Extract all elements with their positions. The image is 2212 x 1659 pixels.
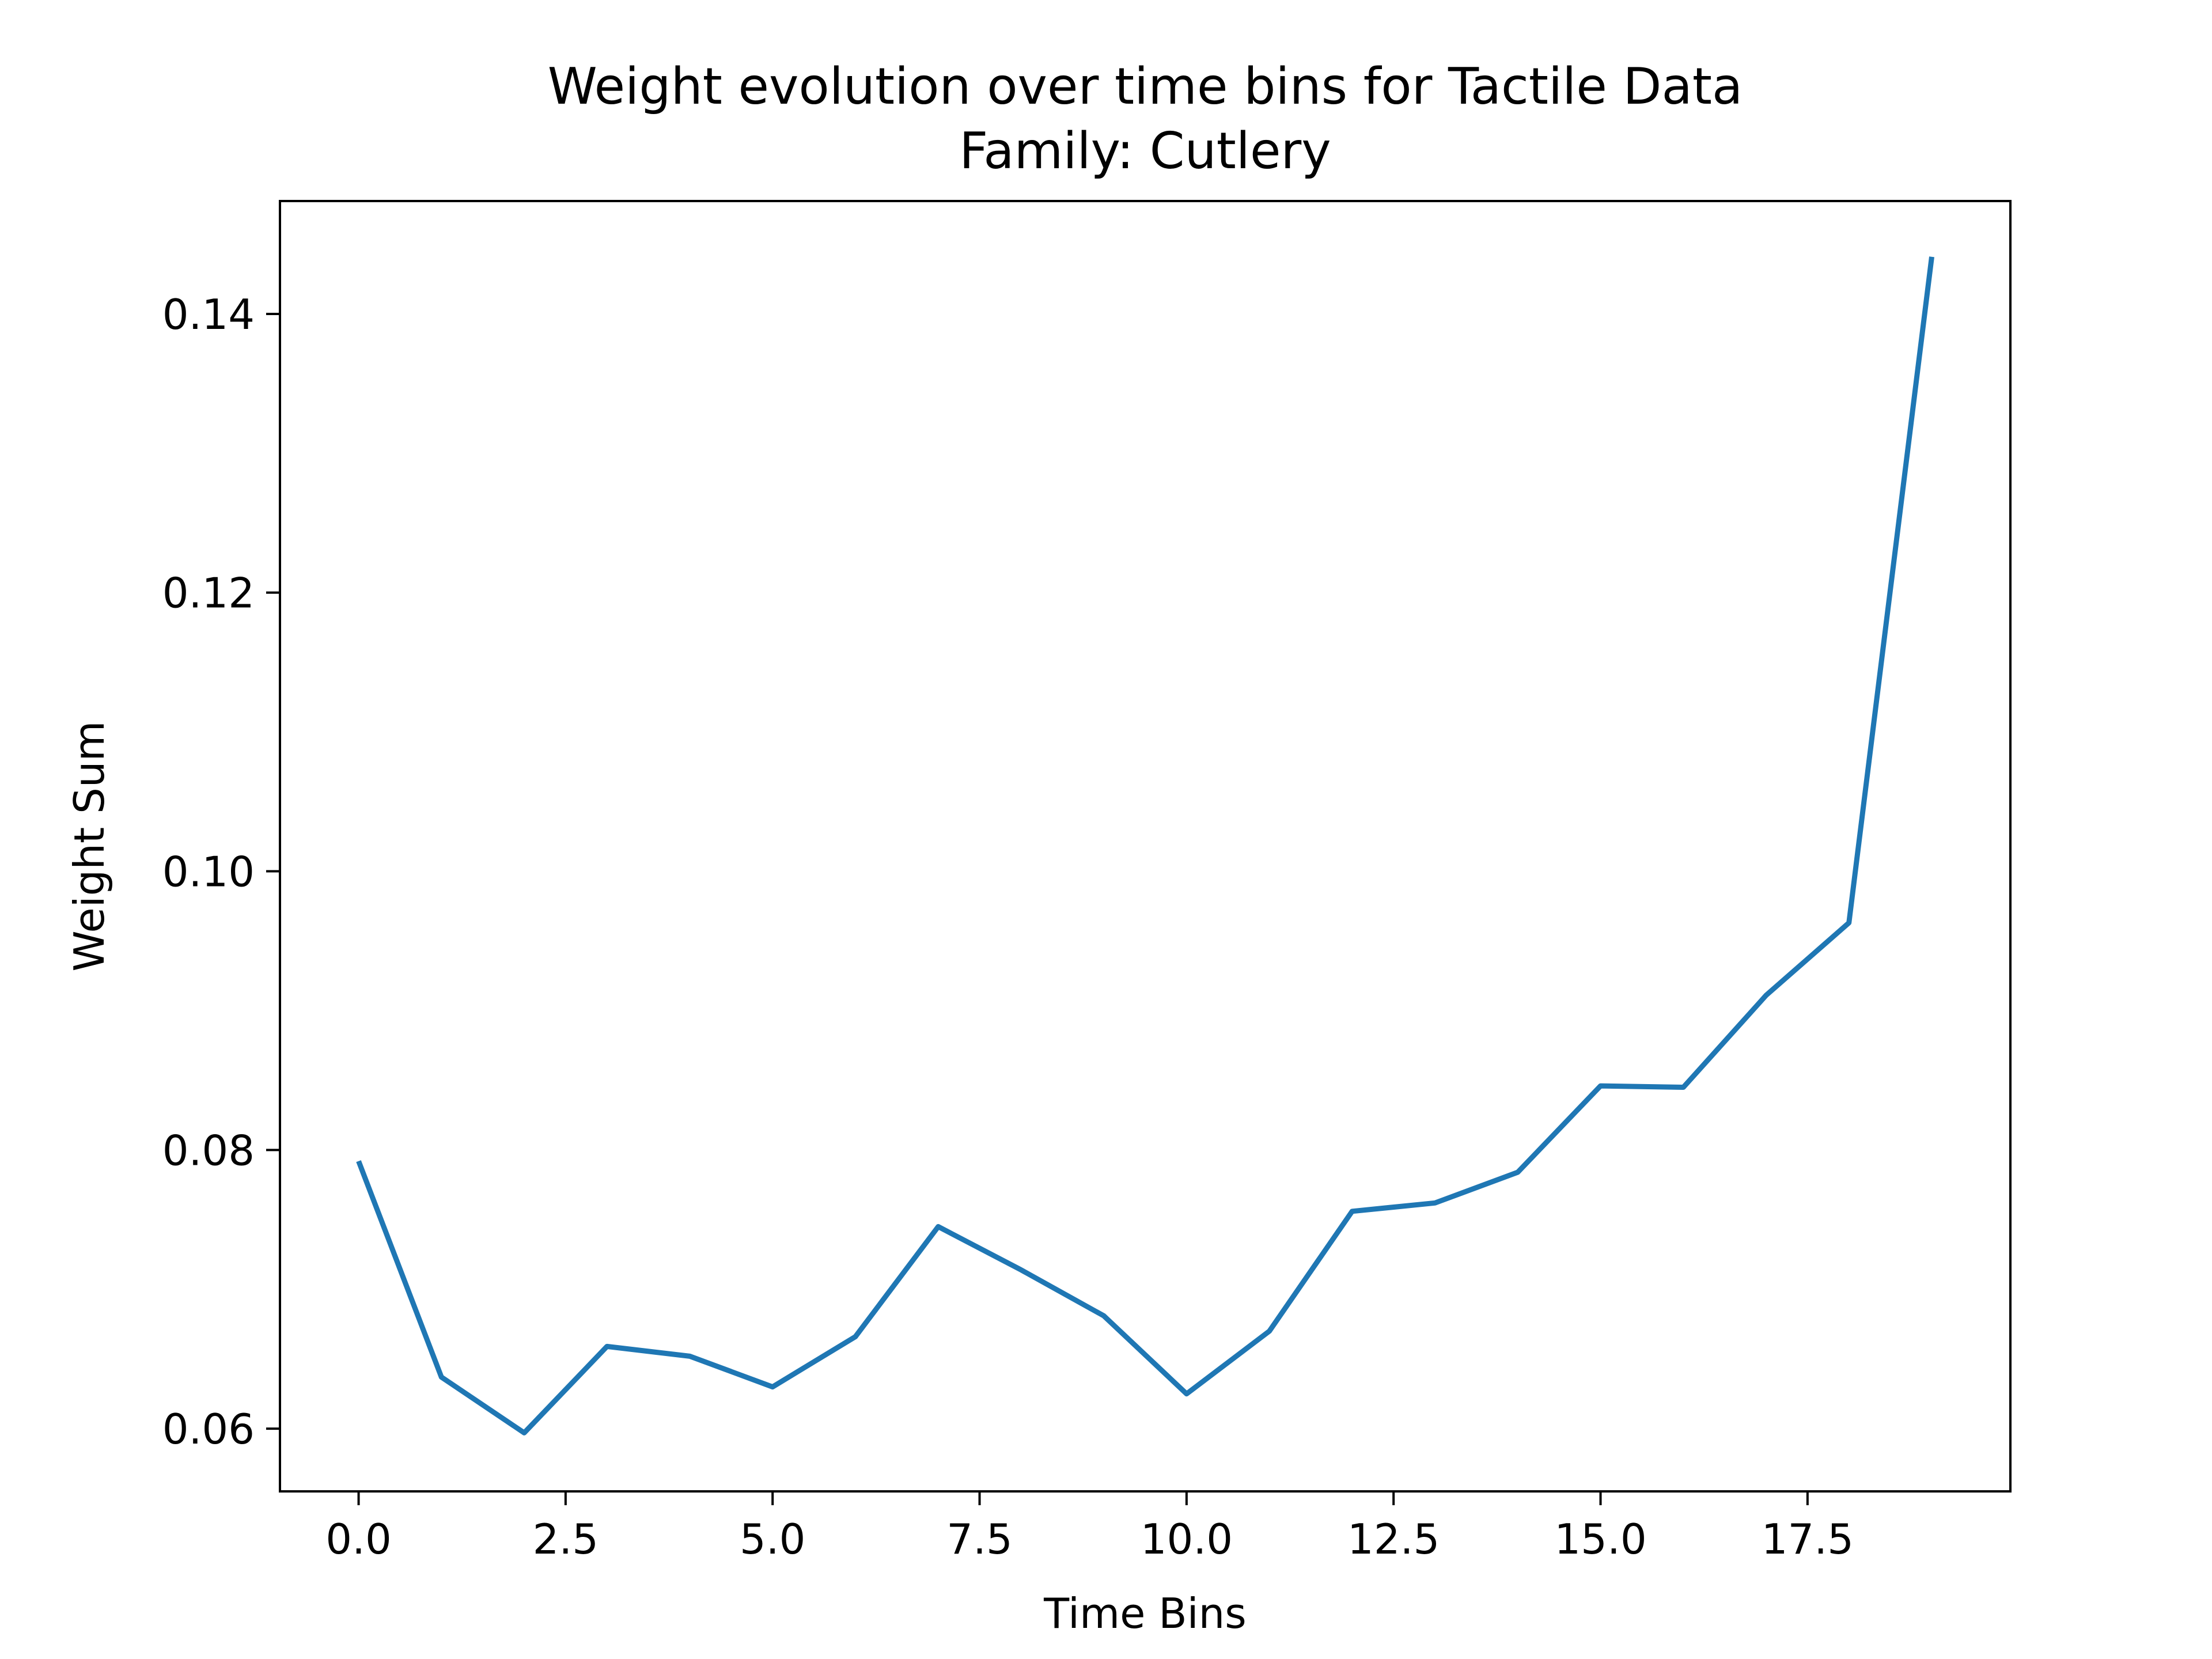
- x-tick-label: 2.5: [533, 1515, 599, 1563]
- x-tick-label: 12.5: [1347, 1515, 1440, 1563]
- x-tick-label: 7.5: [946, 1515, 1013, 1563]
- x-axis-ticks: 0.0 2.5 5.0 7.5 10.0 12.5 15.0 17.5: [325, 1491, 1854, 1563]
- x-tick-label: 0.0: [325, 1515, 392, 1563]
- y-tick-label: 0.08: [162, 1126, 255, 1175]
- chart-title: Weight evolution over time bins for Tact…: [548, 57, 1743, 116]
- x-tick-label: 5.0: [740, 1515, 806, 1563]
- y-axis-label: Weight Sum: [65, 721, 113, 971]
- x-tick-label: 10.0: [1141, 1515, 1233, 1563]
- y-axis-ticks: 0.06 0.08 0.10 0.12 0.14: [162, 290, 280, 1453]
- x-axis-label: Time Bins: [1043, 1589, 1247, 1638]
- y-tick-label: 0.14: [162, 290, 255, 339]
- x-tick-label: 17.5: [1762, 1515, 1854, 1563]
- y-tick-label: 0.12: [162, 569, 255, 618]
- chart-subtitle: Family: Cutlery: [959, 122, 1331, 180]
- y-tick-label: 0.10: [162, 848, 255, 896]
- series-layer: [356, 256, 1934, 1435]
- series-line: [356, 256, 1934, 1435]
- plot-frame: [279, 200, 2012, 1493]
- y-tick-label: 0.06: [162, 1405, 255, 1453]
- x-tick-label: 15.0: [1554, 1515, 1646, 1563]
